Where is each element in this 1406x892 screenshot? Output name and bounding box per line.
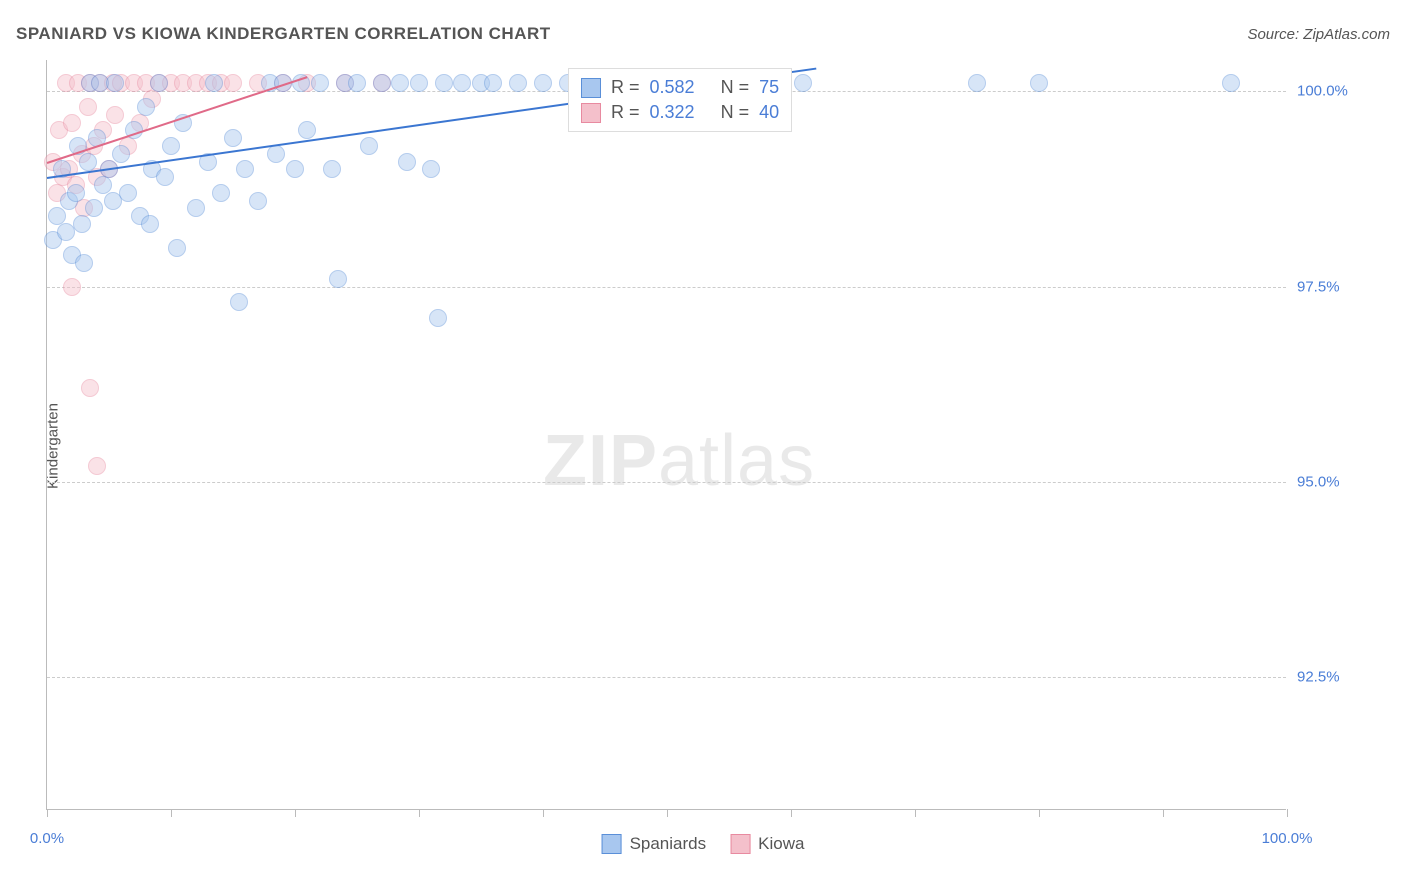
data-point: [73, 215, 91, 233]
data-point: [534, 74, 552, 92]
data-point: [85, 199, 103, 217]
data-point: [236, 160, 254, 178]
data-point: [249, 192, 267, 210]
data-point: [360, 137, 378, 155]
data-point: [63, 278, 81, 296]
legend-row: R = 0.322 N = 40: [581, 100, 779, 125]
legend-n-value: 40: [759, 102, 779, 123]
legend-swatch: [602, 834, 622, 854]
legend-row: R = 0.582 N = 75: [581, 75, 779, 100]
data-point: [1030, 74, 1048, 92]
data-point: [224, 129, 242, 147]
gridline: [47, 287, 1286, 288]
data-point: [63, 114, 81, 132]
y-tick-label: 100.0%: [1297, 83, 1348, 100]
x-tick: [419, 809, 420, 817]
x-tick: [915, 809, 916, 817]
data-point: [156, 168, 174, 186]
x-tick-label: 100.0%: [1262, 830, 1313, 847]
data-point: [67, 184, 85, 202]
scatter-plot: ZIPatlas 92.5%95.0%97.5%100.0%0.0%100.0%: [46, 60, 1286, 810]
data-point: [141, 215, 159, 233]
data-point: [348, 74, 366, 92]
data-point: [224, 74, 242, 92]
legend-n-label: N =: [721, 77, 750, 98]
legend-r-value: 0.322: [650, 102, 695, 123]
data-point: [398, 153, 416, 171]
legend-item-label: Spaniards: [630, 834, 707, 854]
x-tick: [543, 809, 544, 817]
data-point: [410, 74, 428, 92]
data-point: [509, 74, 527, 92]
data-point: [187, 199, 205, 217]
legend-swatch: [581, 78, 601, 98]
chart-title: SPANIARD VS KIOWA KINDERGARTEN CORRELATI…: [16, 24, 551, 44]
x-tick: [47, 809, 48, 817]
source-label: Source: ZipAtlas.com: [1247, 26, 1390, 43]
y-tick-label: 95.0%: [1297, 473, 1340, 490]
data-point: [794, 74, 812, 92]
data-point: [212, 184, 230, 202]
x-tick: [171, 809, 172, 817]
data-point: [230, 293, 248, 311]
legend-item: Spaniards: [602, 834, 707, 854]
x-tick-label: 0.0%: [30, 830, 64, 847]
data-point: [119, 184, 137, 202]
data-point: [79, 98, 97, 116]
data-point: [422, 160, 440, 178]
data-point: [311, 74, 329, 92]
y-tick-label: 92.5%: [1297, 669, 1340, 686]
data-point: [79, 153, 97, 171]
y-tick-label: 97.5%: [1297, 278, 1340, 295]
legend-swatch: [730, 834, 750, 854]
data-point: [391, 74, 409, 92]
data-point: [323, 160, 341, 178]
data-point: [429, 309, 447, 327]
x-tick: [1287, 809, 1288, 817]
series-legend: Spaniards Kiowa: [602, 834, 805, 854]
data-point: [81, 379, 99, 397]
x-tick: [1163, 809, 1164, 817]
data-point: [106, 74, 124, 92]
data-point: [373, 74, 391, 92]
x-tick: [667, 809, 668, 817]
data-point: [75, 254, 93, 272]
data-point: [205, 74, 223, 92]
data-point: [162, 137, 180, 155]
data-point: [137, 98, 155, 116]
legend-swatch: [581, 103, 601, 123]
data-point: [88, 457, 106, 475]
data-point: [298, 121, 316, 139]
data-point: [435, 74, 453, 92]
x-tick: [295, 809, 296, 817]
data-point: [267, 145, 285, 163]
x-tick: [1039, 809, 1040, 817]
data-point: [1222, 74, 1240, 92]
data-point: [329, 270, 347, 288]
correlation-legend: R = 0.582 N = 75 R = 0.322 N = 40: [568, 68, 792, 132]
data-point: [106, 106, 124, 124]
legend-item: Kiowa: [730, 834, 804, 854]
data-point: [968, 74, 986, 92]
data-point: [168, 239, 186, 257]
gridline: [47, 482, 1286, 483]
watermark: ZIPatlas: [543, 420, 815, 502]
watermark-light: atlas: [658, 421, 815, 501]
data-point: [484, 74, 502, 92]
legend-n-label: N =: [721, 102, 750, 123]
legend-r-value: 0.582: [650, 77, 695, 98]
legend-item-label: Kiowa: [758, 834, 804, 854]
data-point: [286, 160, 304, 178]
data-point: [112, 145, 130, 163]
data-point: [453, 74, 471, 92]
legend-n-value: 75: [759, 77, 779, 98]
legend-r-label: R =: [611, 102, 640, 123]
gridline: [47, 677, 1286, 678]
x-tick: [791, 809, 792, 817]
watermark-bold: ZIP: [543, 421, 658, 501]
data-point: [150, 74, 168, 92]
legend-r-label: R =: [611, 77, 640, 98]
